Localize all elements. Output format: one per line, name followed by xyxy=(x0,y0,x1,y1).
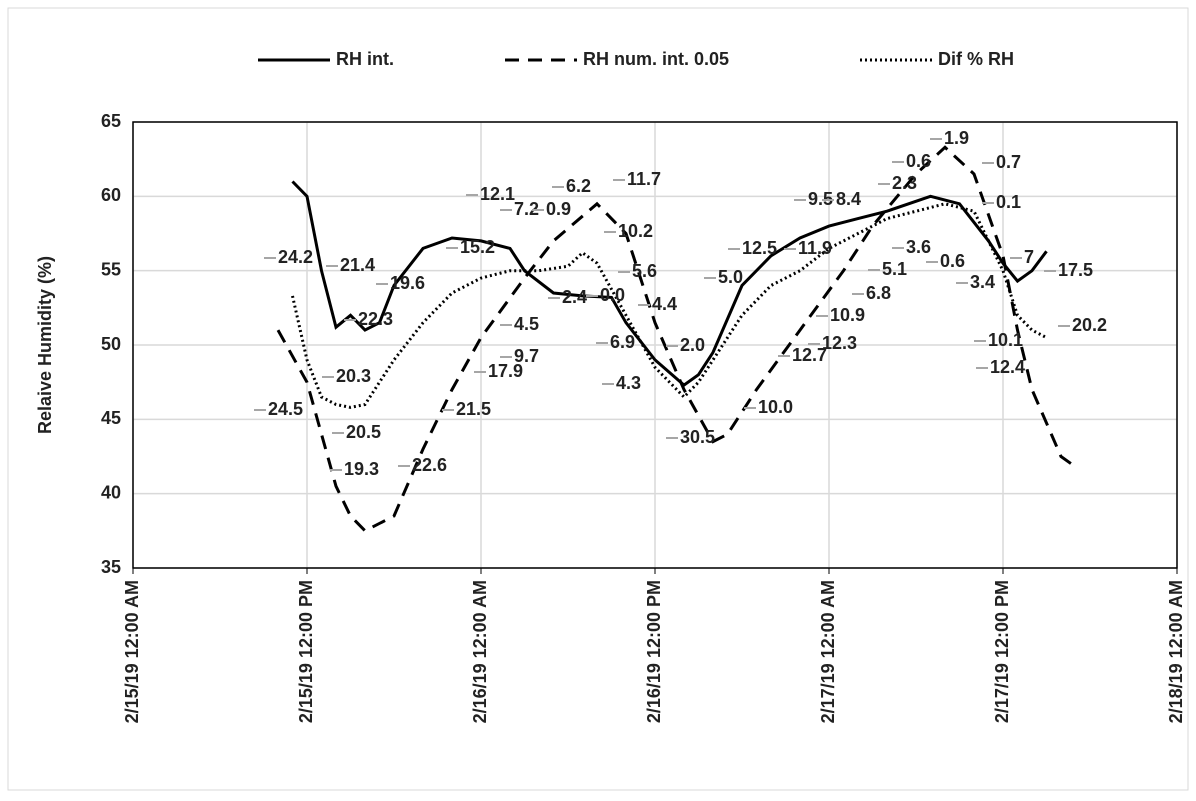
annotation: 11.9 xyxy=(798,238,832,258)
annotation: 0.0 xyxy=(600,285,625,305)
annotation: 20.5 xyxy=(346,422,381,442)
annotation: 17.9 xyxy=(488,361,523,381)
annotation: 5.1 xyxy=(882,259,907,279)
annotation: 22.3 xyxy=(358,309,393,329)
y-tick-label: 40 xyxy=(101,482,121,502)
annotation: 20.2 xyxy=(1072,315,1107,335)
annotation: 0.6 xyxy=(906,151,931,171)
annotation: 4.3 xyxy=(616,373,641,393)
annotation: 12.5 xyxy=(742,238,777,258)
annotation: 21.5 xyxy=(456,399,491,419)
annotation: 19.3 xyxy=(344,459,379,479)
annotation: 22.6 xyxy=(412,455,447,475)
annotation: 10.0 xyxy=(758,397,793,417)
annotation: 11.7 xyxy=(627,169,661,189)
annotation: 6.9 xyxy=(610,332,635,352)
annotation: 4.4 xyxy=(652,294,677,314)
x-tick-label: 2/16/19 12:00 PM xyxy=(644,580,664,723)
annotation: 21.4 xyxy=(340,255,375,275)
annotation: 7 xyxy=(1024,247,1034,267)
annotation: 12.7 xyxy=(792,345,827,365)
x-tick-label: 2/17/19 12:00 AM xyxy=(818,580,838,723)
legend-label: Dif % RH xyxy=(938,49,1014,69)
annotation: 10.1 xyxy=(988,330,1023,350)
annotation: 2.0 xyxy=(680,335,705,355)
annotation: 6.2 xyxy=(566,176,591,196)
annotation: 0.1 xyxy=(996,192,1021,212)
x-tick-label: 2/16/19 12:00 AM xyxy=(470,580,490,723)
annotation: 2.3 xyxy=(892,173,917,193)
annotation: 9.5 xyxy=(808,189,833,209)
y-tick-label: 45 xyxy=(101,408,121,428)
annotation: 10.9 xyxy=(830,305,865,325)
annotation: 9.7 xyxy=(514,346,539,366)
annotation: 0.7 xyxy=(996,152,1021,172)
x-tick-label: 2/18/19 12:00 AM xyxy=(1166,580,1186,723)
annotation: 5.6 xyxy=(632,261,657,281)
y-tick-label: 60 xyxy=(101,185,121,205)
y-axis-title: Relaive Humidity (%) xyxy=(35,256,55,434)
legend-label: RH num. int. 0.05 xyxy=(583,49,729,69)
series-line xyxy=(291,202,1048,409)
annotation: 5.0 xyxy=(718,267,743,287)
annotation: 17.5 xyxy=(1058,260,1093,280)
annotation: 3.4 xyxy=(970,272,995,292)
annotation: 7.2 xyxy=(514,199,539,219)
legend-label: RH int. xyxy=(336,49,394,69)
annotation: 15.2 xyxy=(460,237,495,257)
annotation: 12.4 xyxy=(990,357,1025,377)
annotation: 10.2 xyxy=(618,221,653,241)
y-tick-label: 65 xyxy=(101,111,121,131)
annotation: 12.3 xyxy=(822,333,857,353)
annotation: 30.5 xyxy=(680,427,715,447)
series-line xyxy=(276,145,1077,533)
chart-frame xyxy=(7,7,1189,791)
annotation: 3.6 xyxy=(906,237,931,257)
annotation: 4.5 xyxy=(514,314,539,334)
plot-area xyxy=(132,121,1178,569)
annotation: 20.3 xyxy=(336,366,371,386)
y-tick-label: 55 xyxy=(101,259,121,279)
y-tick-label: 50 xyxy=(101,334,121,354)
annotation: 2.4 xyxy=(562,287,587,307)
x-tick-label: 2/15/19 12:00 AM xyxy=(122,580,142,723)
y-tick-label: 35 xyxy=(101,557,121,577)
annotation: 6.8 xyxy=(866,283,891,303)
annotation: 8.4 xyxy=(836,189,861,209)
annotation: 0.6 xyxy=(940,251,965,271)
annotation: 1.9 xyxy=(944,128,969,148)
x-tick-label: 2/15/19 12:00 PM xyxy=(296,580,316,723)
annotation: 24.2 xyxy=(278,247,313,267)
annotation: 19.6 xyxy=(390,273,425,293)
annotation: 0.9 xyxy=(546,199,571,219)
x-tick-label: 2/17/19 12:00 PM xyxy=(992,580,1012,723)
annotation: 12.1 xyxy=(480,184,515,204)
annotation: 24.5 xyxy=(268,399,303,419)
